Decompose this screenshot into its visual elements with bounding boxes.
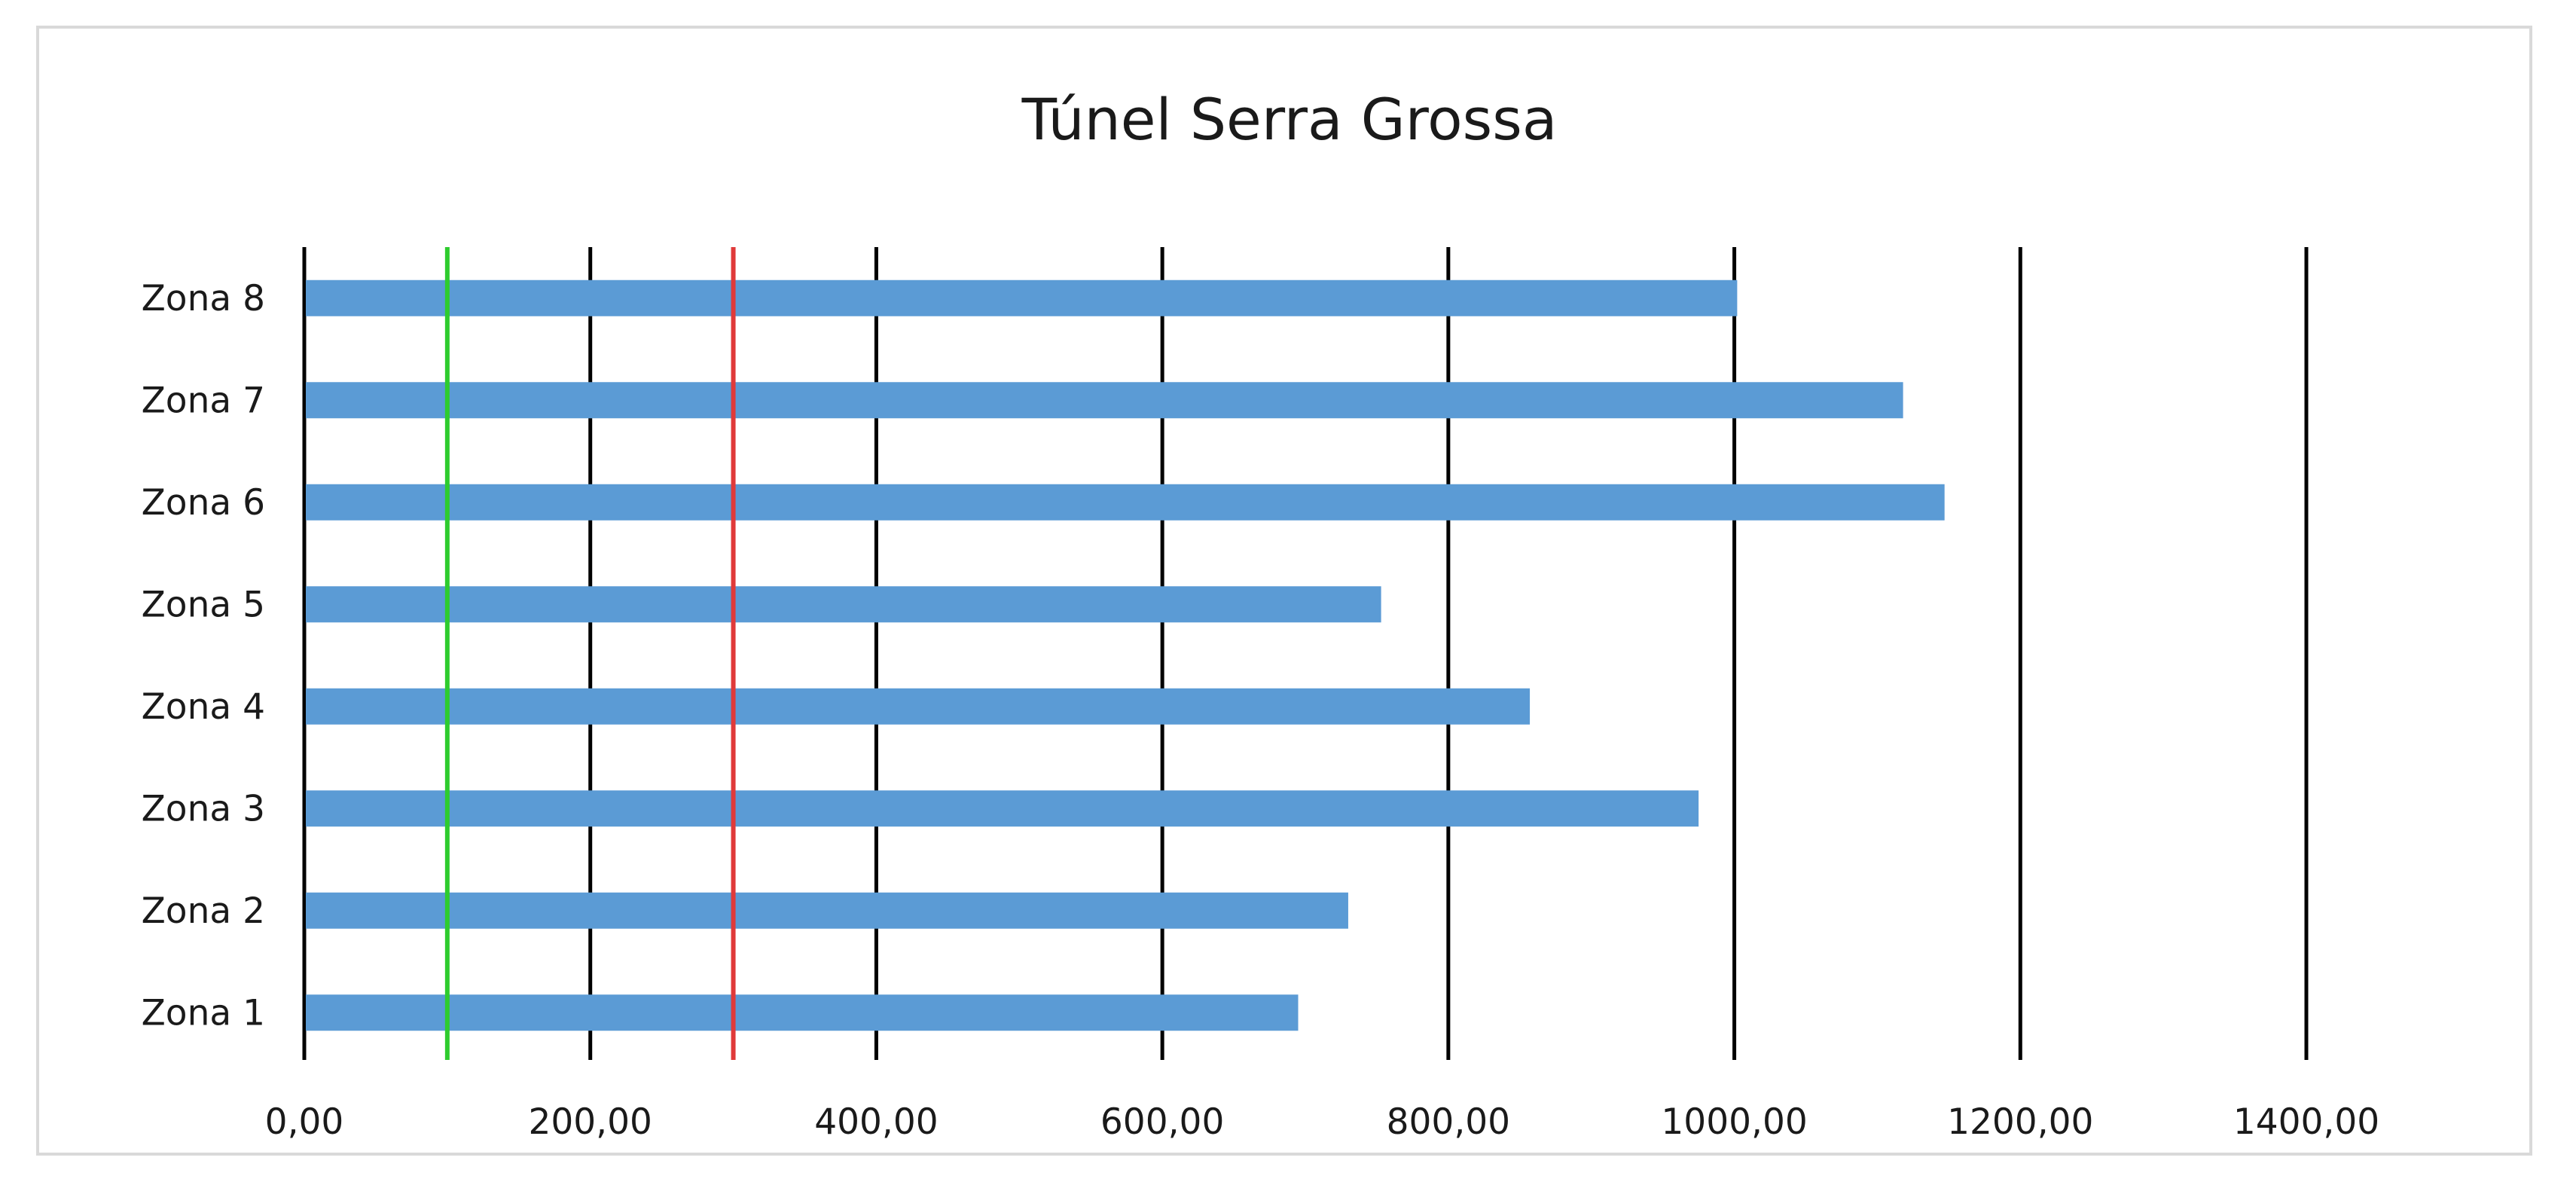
x-tick-label: 600,00 xyxy=(1100,1101,1224,1143)
category-label: Zona 7 xyxy=(142,380,265,421)
bar-zona-8 xyxy=(306,279,1738,316)
bar-zona-6 xyxy=(306,484,1945,521)
tick-label-layer: 0,00 200,00 400,00 600,00 800,00 1000,00 1200,… xyxy=(265,1101,2380,1143)
grid-layer xyxy=(302,247,2309,1060)
bar-zona-5 xyxy=(306,586,1381,623)
category-label: Zona 4 xyxy=(142,686,265,728)
category-label-layer: Zona 1 Zona 2 Zona 3 Zona 4 Zona 5 Zona 6 Zona… xyxy=(142,278,265,1034)
category-label: Zona 6 xyxy=(142,482,265,524)
bar-layer xyxy=(306,279,1945,1031)
category-label: Zona 2 xyxy=(142,890,265,932)
x-tick-label: 400,00 xyxy=(814,1101,938,1143)
x-tick-label: 0,00 xyxy=(265,1101,344,1143)
category-label: Zona 1 xyxy=(142,992,265,1034)
x-tick-label: 1200,00 xyxy=(1947,1101,2093,1143)
bar-zona-3 xyxy=(306,790,1699,827)
chart-title: Túnel Serra Grossa xyxy=(1021,86,1558,153)
x-tick-label: 1400,00 xyxy=(2233,1101,2379,1143)
bar-zona-7 xyxy=(306,382,1903,419)
category-label: Zona 8 xyxy=(142,278,265,319)
reference-line-layer xyxy=(444,247,736,1060)
bar-zona-4 xyxy=(306,688,1531,725)
bar-zona-2 xyxy=(306,892,1348,929)
chart-frame: Túnel Serra Grossa Zona 1 Zona 2 Zona 3 Zon… xyxy=(36,26,2532,1156)
x-tick-label: 800,00 xyxy=(1387,1101,1510,1143)
bar-zona-1 xyxy=(306,994,1299,1031)
category-label: Zona 5 xyxy=(142,584,265,625)
x-tick-label: 200,00 xyxy=(528,1101,652,1143)
category-label: Zona 3 xyxy=(142,788,265,829)
x-tick-label: 1000,00 xyxy=(1661,1101,1807,1143)
